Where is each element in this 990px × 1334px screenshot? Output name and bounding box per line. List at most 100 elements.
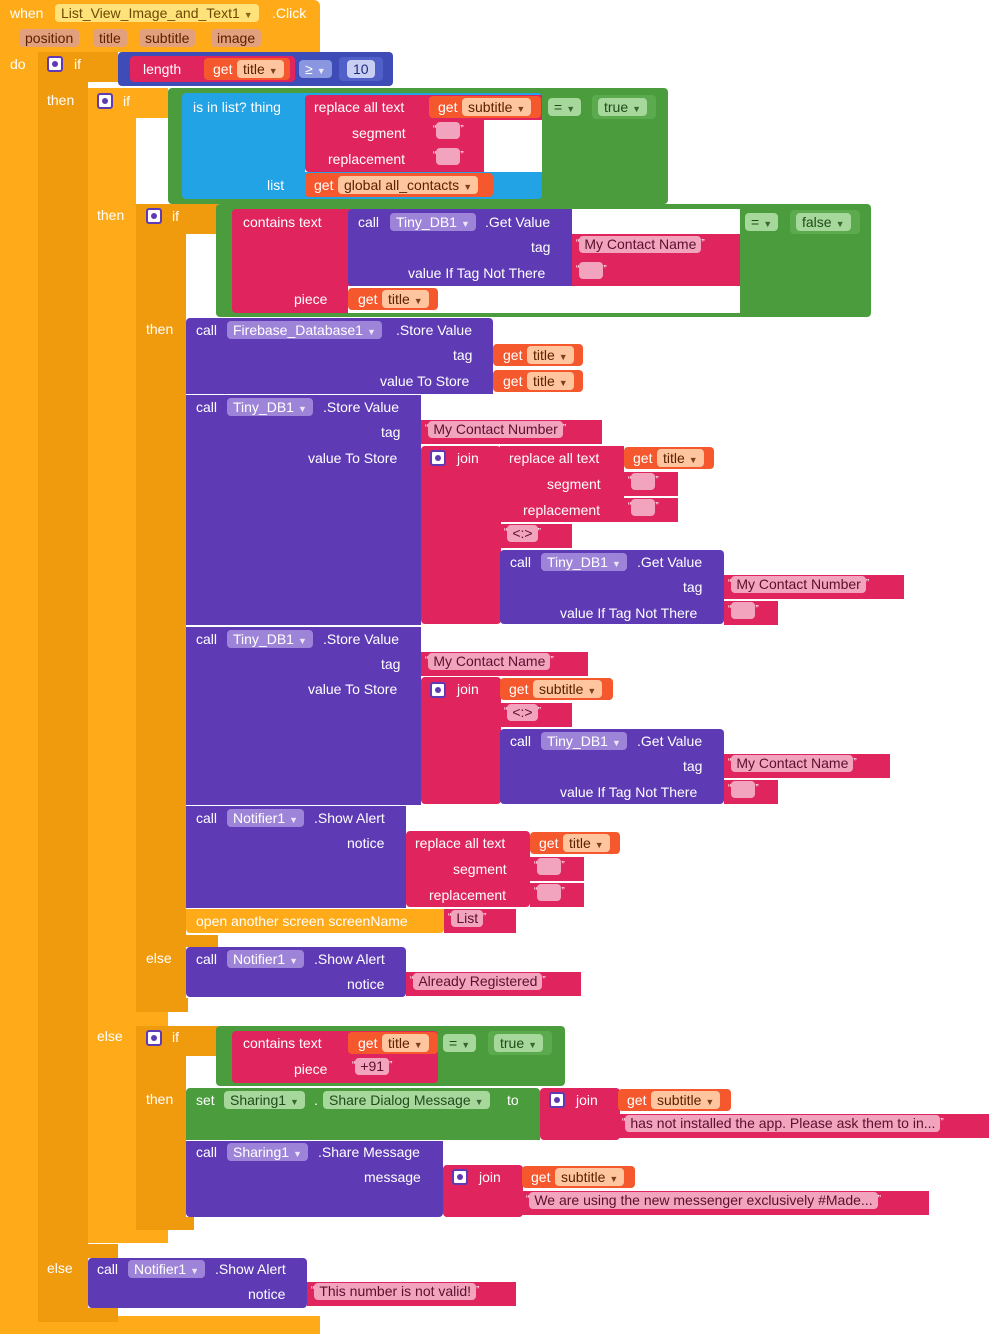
- eq-dropdown[interactable]: = ▼: [745, 213, 779, 231]
- join-block[interactable]: [421, 677, 501, 804]
- event-component-dropdown[interactable]: List_View_Image_and_Text1 ▼: [55, 4, 259, 22]
- component-dropdown[interactable]: Tiny_DB1 ▼: [227, 630, 313, 648]
- string-my-contact-number[interactable]: “My Contact Number”: [724, 575, 904, 599]
- string-plus91[interactable]: “+91”: [348, 1057, 424, 1081]
- string-empty[interactable]: “”: [724, 601, 778, 625]
- component-dropdown[interactable]: Tiny_DB1 ▼: [390, 213, 476, 231]
- string-empty[interactable]: “”: [624, 472, 678, 496]
- component-dropdown[interactable]: Notifier1 ▼: [227, 950, 305, 968]
- get-label: get: [627, 1092, 647, 1108]
- value-if-label: value If Tag Not There: [560, 605, 698, 621]
- true-dropdown[interactable]: true ▼: [598, 98, 648, 116]
- var-dropdown[interactable]: subtitle ▼: [533, 680, 603, 698]
- false-dropdown[interactable]: false ▼: [796, 213, 851, 231]
- gear-icon[interactable]: [549, 1092, 565, 1108]
- string-empty[interactable]: “”: [429, 121, 483, 141]
- string-empty[interactable]: “”: [429, 147, 483, 167]
- param-position[interactable]: position: [19, 29, 80, 47]
- string-empty[interactable]: “”: [530, 883, 584, 907]
- component-label: Tiny_DB1: [233, 399, 294, 415]
- string-my-contact-number[interactable]: “My Contact Number”: [421, 420, 602, 444]
- method-label: .Store Value: [323, 631, 400, 647]
- component-dropdown[interactable]: Firebase_Database1 ▼: [227, 321, 382, 339]
- var-dropdown[interactable]: subtitle ▼: [555, 1168, 625, 1186]
- component-dropdown[interactable]: Tiny_DB1 ▼: [541, 553, 627, 571]
- string-list-screen[interactable]: “List”: [444, 909, 516, 933]
- piece-label: piece: [294, 291, 328, 307]
- string-empty[interactable]: “”: [724, 780, 778, 804]
- param-image[interactable]: image: [211, 29, 262, 47]
- gear-icon[interactable]: [146, 1030, 162, 1046]
- string-separator[interactable]: “<:>”: [500, 524, 572, 548]
- var-dropdown[interactable]: title ▼: [382, 1034, 429, 1052]
- method-label: .Get Value: [637, 733, 703, 749]
- eq-dropdown[interactable]: = ▼: [443, 1034, 477, 1052]
- var-dropdown[interactable]: title ▼: [527, 346, 574, 364]
- open-screen-block[interactable]: [186, 909, 444, 933]
- var-dropdown[interactable]: global all_contacts ▼: [338, 176, 479, 194]
- true-dropdown[interactable]: true ▼: [494, 1034, 544, 1052]
- component-dropdown[interactable]: Tiny_DB1 ▼: [227, 398, 313, 416]
- eq-dropdown[interactable]: = ▼: [548, 98, 582, 116]
- op-dropdown[interactable]: ≥ ▼: [299, 60, 332, 78]
- gear-icon[interactable]: [430, 450, 446, 466]
- string-my-contact-name[interactable]: “My Contact Name”: [421, 652, 588, 676]
- param-subtitle[interactable]: subtitle: [139, 29, 196, 47]
- tag-label: tag: [381, 656, 401, 672]
- chevron-down-icon: ▼: [190, 1266, 200, 1276]
- string-my-contact-name[interactable]: “My Contact Name”: [724, 754, 890, 778]
- replace-all-block[interactable]: [500, 446, 624, 522]
- if-label: if: [74, 56, 81, 72]
- string-empty[interactable]: “”: [624, 498, 678, 522]
- method-label: .Store Value: [323, 399, 400, 415]
- string-already-registered[interactable]: “Already Registered”: [406, 972, 581, 996]
- chevron-down-icon: ▼: [516, 104, 526, 114]
- var-dropdown[interactable]: title ▼: [563, 834, 610, 852]
- gear-icon[interactable]: [47, 56, 63, 72]
- tinydb-storevalue-name-block[interactable]: [186, 627, 421, 805]
- gear-icon[interactable]: [430, 682, 446, 698]
- if-contains-spine: [136, 204, 186, 1012]
- string-empty[interactable]: “”: [572, 261, 626, 285]
- string-value: [579, 262, 604, 279]
- gear-icon[interactable]: [452, 1169, 468, 1185]
- string-empty[interactable]: “”: [530, 857, 584, 881]
- string-my-contact-name[interactable]: “My Contact Name”: [572, 235, 740, 259]
- string-not-installed[interactable]: “has not installed the app. Please ask t…: [618, 1114, 989, 1138]
- chevron-down-icon: ▼: [594, 840, 604, 850]
- chevron-down-icon: ▼: [463, 182, 473, 192]
- get-label: get: [314, 177, 334, 193]
- var-dropdown[interactable]: title ▼: [237, 60, 284, 78]
- if-plus91-bottom: [136, 1217, 194, 1230]
- var-label: subtitle: [657, 1092, 702, 1108]
- var-label: title: [533, 373, 555, 389]
- gear-icon[interactable]: [97, 93, 113, 109]
- tinydb-storevalue-number-block[interactable]: [186, 395, 421, 625]
- component-dropdown[interactable]: Sharing1 ▼: [224, 1091, 305, 1109]
- component-dropdown[interactable]: Notifier1 ▼: [227, 809, 305, 827]
- call-label: call: [196, 322, 218, 338]
- string-we-are-using[interactable]: “We are using the new messenger exclusiv…: [522, 1191, 929, 1215]
- string-separator[interactable]: “<:>”: [500, 703, 572, 727]
- length-label: length: [143, 61, 182, 77]
- var-dropdown[interactable]: subtitle ▼: [462, 98, 532, 116]
- chevron-down-icon: ▼: [293, 1149, 302, 1159]
- component-dropdown[interactable]: Tiny_DB1 ▼: [541, 732, 627, 750]
- component-dropdown[interactable]: Notifier1 ▼: [128, 1260, 206, 1278]
- property-dropdown[interactable]: Share Dialog Message ▼: [323, 1091, 490, 1109]
- var-dropdown[interactable]: title ▼: [382, 290, 429, 308]
- string-not-valid[interactable]: “This number is not valid!”: [307, 1282, 516, 1306]
- var-dropdown[interactable]: title ▼: [657, 449, 704, 467]
- var-label: title: [663, 450, 685, 466]
- replace-all-block[interactable]: [406, 831, 530, 907]
- notice-label: notice: [347, 835, 385, 851]
- component-dropdown[interactable]: Sharing1 ▼: [227, 1143, 308, 1161]
- then-label: then: [146, 1091, 174, 1107]
- number-value[interactable]: 10: [347, 60, 375, 78]
- join-block[interactable]: [421, 446, 501, 624]
- gear-icon[interactable]: [146, 208, 162, 224]
- param-title[interactable]: title: [93, 29, 127, 47]
- var-dropdown[interactable]: subtitle ▼: [651, 1091, 721, 1109]
- component-label: Tiny_DB1: [547, 554, 608, 570]
- var-dropdown[interactable]: title ▼: [527, 372, 574, 390]
